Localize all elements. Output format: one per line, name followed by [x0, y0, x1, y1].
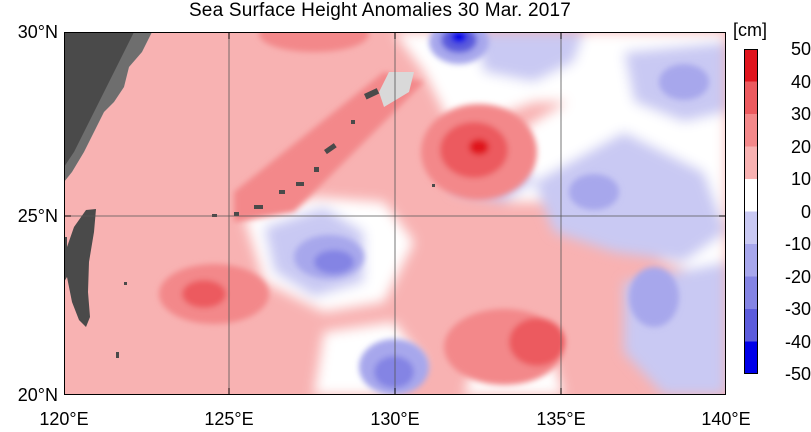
lon-label-140e: 140°E [701, 409, 751, 429]
colorbar-tick-label: -20 [784, 266, 811, 287]
colorbar-swatch [744, 146, 758, 179]
anomaly-cores [159, 32, 709, 395]
lat-label-30n: 30°N [17, 22, 58, 42]
lon-label-135e: 135°E [536, 409, 586, 429]
colorbar-swatch [744, 81, 758, 114]
lat-label-20n: 20°N [17, 385, 58, 405]
colorbar-tick-label: 30 [790, 104, 811, 124]
colorbar-tick-label: 40 [790, 71, 811, 92]
colorbar-swatch [744, 211, 758, 244]
colorbar-tick-label: 10 [790, 169, 811, 189]
colorbar-swatch [744, 114, 758, 147]
colorbar-swatch [744, 341, 758, 374]
ryukyu-land-light [379, 72, 414, 107]
colorbar-tick-label: 50 [790, 39, 811, 59]
lon-label-125e: 125°E [204, 409, 254, 429]
colorbar-tick-label: -10 [784, 234, 811, 254]
colorbar-tick-label: 20 [790, 136, 811, 157]
colorbar-swatch [744, 309, 758, 342]
colorbar-swatch [744, 276, 758, 309]
sea-surface-height-map [64, 32, 726, 395]
colorbar-swatch [744, 244, 758, 277]
colorbar-unit: [cm] [733, 20, 767, 40]
colorbar-tick-label: -30 [784, 299, 811, 319]
taiwan-island [67, 209, 96, 327]
gridlines [64, 32, 726, 395]
colorbar-tick-label: -50 [784, 364, 811, 384]
map-title: Sea Surface Height Anomalies 30 Mar. 201… [188, 0, 572, 21]
colorbar-swatch [744, 179, 758, 212]
colorbar [744, 49, 758, 374]
tick-marks [64, 32, 726, 395]
lat-label-25n: 25°N [17, 206, 58, 226]
colorbar-tick-label: -40 [784, 331, 811, 352]
lon-label-120e: 120°E [39, 409, 89, 429]
ryukyu-islands [116, 88, 435, 358]
colorbar-swatch [744, 49, 758, 82]
lon-label-130e: 130°E [370, 409, 420, 429]
colorbar-tick-label: 0 [800, 201, 811, 222]
